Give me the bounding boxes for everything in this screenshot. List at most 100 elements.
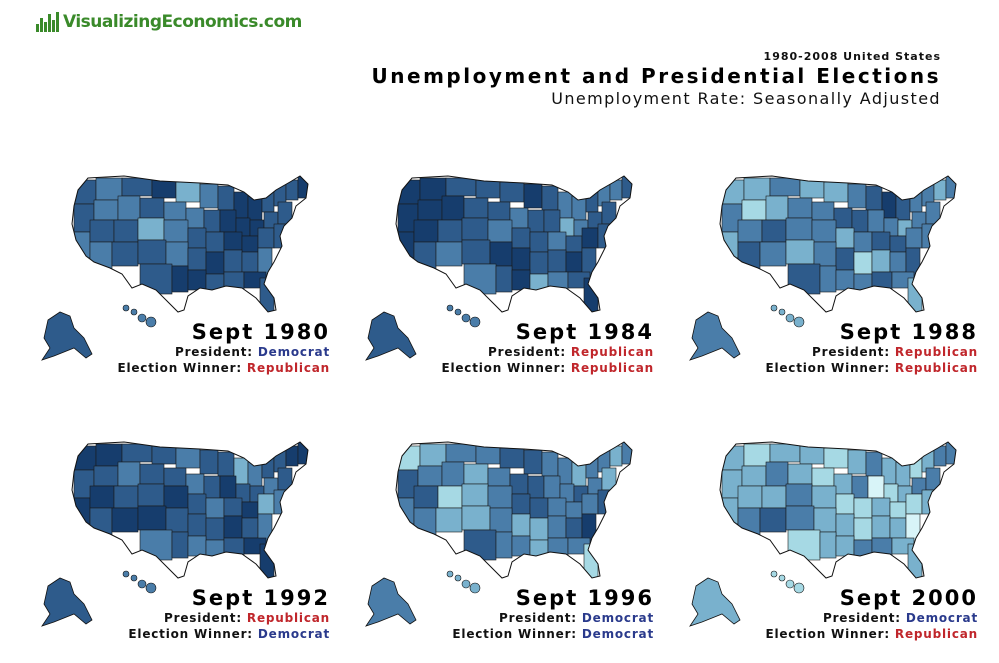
state-region: [847, 449, 867, 475]
state-region: [865, 185, 883, 211]
president-label: President:: [174, 345, 258, 359]
state-region: [113, 219, 139, 243]
president-line: President: Republican: [765, 344, 978, 360]
state-region: [499, 181, 525, 203]
state-region: [187, 493, 207, 515]
period-label: Sept 1988: [839, 320, 978, 344]
us-map: [689, 175, 957, 361]
state-region: [765, 195, 789, 221]
state-region: [765, 461, 789, 487]
logo[interactable]: VisualizingEconomics.com: [36, 12, 302, 32]
hawaii-island: [785, 313, 795, 323]
state-region: [137, 483, 165, 507]
state-region: [509, 473, 529, 495]
state-region: [441, 461, 465, 487]
state-region: [499, 447, 525, 469]
state-region: [835, 513, 855, 537]
state-region: [785, 505, 815, 531]
map-caption: Sept 1988 President: Republican Election W…: [765, 320, 978, 376]
state-region: [151, 445, 177, 465]
state-region: [203, 475, 221, 499]
state-region: [205, 517, 225, 541]
state-region: [871, 249, 891, 273]
state-region: [435, 507, 463, 533]
state-region: [463, 529, 497, 561]
state-region: [203, 209, 221, 233]
state-region: [89, 219, 115, 243]
us-map: [365, 441, 633, 627]
state-region: [833, 207, 853, 229]
state-region: [527, 475, 545, 499]
state-region: [547, 231, 567, 251]
state-region: [785, 239, 815, 265]
state-region: [445, 443, 477, 463]
map-panel: Sept 1980 President: Democrat Election Win…: [30, 170, 330, 395]
state-region: [853, 517, 873, 541]
hawaii-island: [461, 313, 471, 323]
state-region: [205, 497, 225, 519]
state-region: [945, 442, 956, 465]
state-region: [811, 201, 835, 221]
state-region: [187, 535, 207, 557]
state-region: [487, 467, 511, 487]
us-outline: [71, 441, 309, 579]
hawaii-island: [145, 582, 157, 594]
state-region: [187, 247, 207, 271]
state-region: [435, 241, 463, 267]
state-region: [851, 209, 869, 233]
state-region: [811, 467, 835, 487]
president-label: President:: [498, 611, 582, 625]
state-region: [811, 485, 837, 509]
winner-label: Election Winner:: [765, 627, 895, 641]
us-outline: [719, 441, 957, 579]
state-region: [89, 485, 115, 509]
state-region: [511, 513, 531, 537]
state-region: [565, 251, 583, 273]
state-region: [787, 197, 813, 219]
period-label: Sept 1980: [191, 320, 330, 344]
state-region: [223, 231, 243, 251]
state-region: [813, 507, 837, 533]
us-map: [41, 175, 309, 361]
state-region: [139, 463, 165, 485]
president-line: President: Republican: [128, 610, 330, 626]
state-region: [835, 493, 855, 515]
state-region: [175, 181, 201, 203]
hawaii-island: [469, 582, 481, 594]
state-region: [461, 505, 491, 531]
state-region: [511, 535, 531, 557]
president-line: President: Republican: [441, 344, 654, 360]
state-region: [889, 235, 907, 253]
winner-line: Election Winner: Republican: [117, 360, 330, 376]
winner-party: Republican: [570, 361, 654, 375]
hawaii-island: [122, 570, 130, 578]
state-region: [585, 457, 599, 479]
winner-line: Election Winner: Democrat: [128, 626, 330, 642]
winner-line: Election Winner: Republican: [765, 360, 978, 376]
state-region: [117, 195, 141, 221]
president-line: President: Democrat: [117, 344, 330, 360]
state-region: [463, 197, 489, 219]
state-region: [241, 501, 259, 519]
period-label: Sept 1992: [191, 586, 330, 610]
state-region: [565, 517, 583, 539]
alaska-region: [365, 311, 417, 361]
president-party: Democrat: [581, 611, 654, 625]
state-region: [417, 465, 443, 487]
state-region: [847, 183, 867, 209]
hawaii-island: [137, 313, 147, 323]
president-label: President:: [164, 611, 247, 625]
state-region: [487, 219, 513, 243]
state-region: [905, 227, 923, 249]
president-party: Democrat: [257, 345, 330, 359]
state-region: [769, 177, 801, 197]
hawaii-island: [454, 574, 462, 582]
state-region: [853, 231, 873, 253]
winner-label: Election Winner:: [452, 627, 582, 641]
winner-label: Election Winner:: [765, 361, 895, 375]
map-caption: Sept 1996 President: Democrat Election Win…: [452, 586, 654, 642]
state-region: [187, 269, 207, 291]
state-region: [853, 497, 873, 519]
state-region: [871, 497, 891, 517]
state-region: [163, 201, 187, 221]
